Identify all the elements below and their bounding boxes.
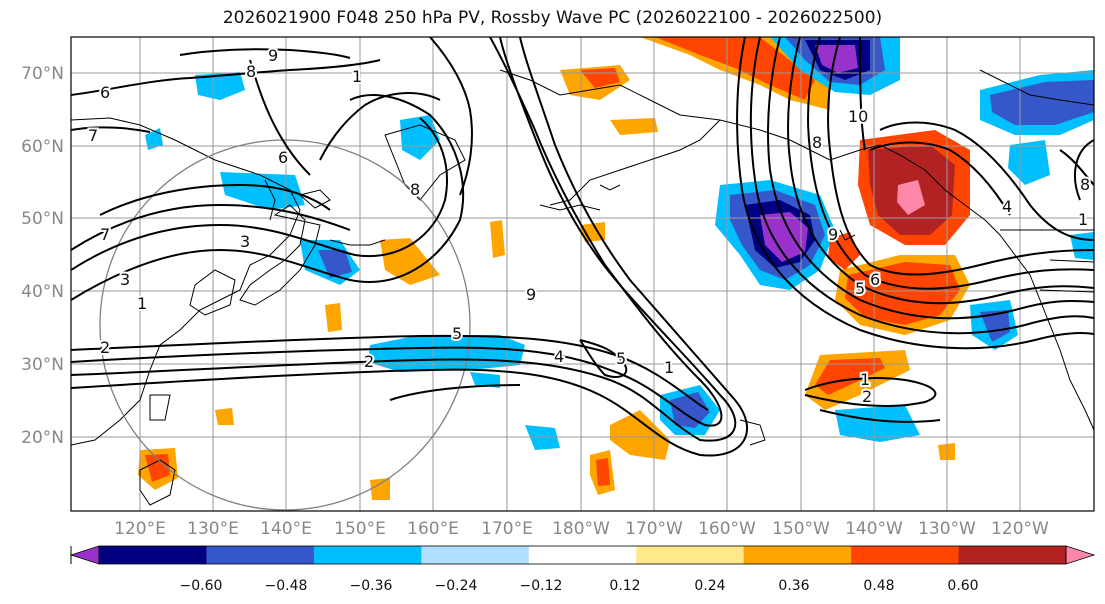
lon-label: 180°W xyxy=(552,519,610,539)
contour-label: 3 xyxy=(120,270,130,289)
contour-label: 2 xyxy=(100,338,110,357)
contour-label: 4 xyxy=(1002,197,1012,216)
colorbar-ticks: −0.60 −0.48 −0.36 −0.24 −0.12 0.12 0.24 … xyxy=(180,578,979,594)
colorbar-segment xyxy=(528,546,637,564)
lon-label: 150°E xyxy=(334,519,386,539)
lon-label: 130°W xyxy=(918,519,976,539)
colorbar-extension-low xyxy=(69,545,100,565)
colorbar-segment xyxy=(743,546,852,564)
colorbar-tick-label: −0.36 xyxy=(350,578,393,594)
colorbar-segment xyxy=(958,546,1067,564)
colorbar-segment xyxy=(421,546,530,564)
colorbar-segment xyxy=(206,546,315,564)
map-content xyxy=(71,37,1094,511)
colorbar-tick-label: 0.36 xyxy=(778,578,809,594)
contour-label: 6 xyxy=(278,148,288,167)
contour-label: 7 xyxy=(88,126,98,145)
contour-label: 1 xyxy=(1078,210,1088,229)
colorbar-tick-label: −0.48 xyxy=(265,578,308,594)
lon-label: 150°W xyxy=(772,519,830,539)
contour-label: 9 xyxy=(268,46,278,65)
latitude-labels: 70°N 60°N 50°N 40°N 30°N 20°N xyxy=(21,64,64,448)
contour-label: 10 xyxy=(848,107,868,126)
contour-label: 3 xyxy=(240,232,250,251)
colorbar-tick-label: 0.24 xyxy=(694,578,725,594)
lon-label: 120°E xyxy=(114,519,166,539)
colorbar-tick-label: 0.48 xyxy=(863,578,894,594)
coastlines xyxy=(71,69,1094,506)
lat-label: 30°N xyxy=(21,355,64,375)
colorbar-tick-label: 0.60 xyxy=(947,578,978,594)
colorbar-tick-label: −0.12 xyxy=(520,578,563,594)
contour-labels: 9 8 6 7 1 6 8 7 3 3 1 2 2 5 4 5 1 9 10 8… xyxy=(86,44,1092,408)
contour-label: 2 xyxy=(364,352,374,371)
colorbar-segment xyxy=(313,546,422,564)
contour-label: 5 xyxy=(452,324,462,343)
lon-label: 160°E xyxy=(407,519,459,539)
longitude-labels: 120°E 130°E 140°E 150°E 160°E 170°E 180°… xyxy=(114,519,1049,539)
contour-label: 8 xyxy=(246,62,256,81)
map-title: 2026021900 F048 250 hPa PV, Rossby Wave … xyxy=(222,8,883,28)
contour-label: 8 xyxy=(410,180,420,199)
lat-label: 50°N xyxy=(21,209,64,229)
colorbar-segment xyxy=(99,546,207,564)
contour-label: 8 xyxy=(812,133,822,152)
pv-contours xyxy=(71,37,1094,457)
colorbar-extension-high xyxy=(1065,545,1096,565)
lon-label: 120°W xyxy=(991,519,1049,539)
contour-label: 4 xyxy=(554,347,564,366)
lat-label: 20°N xyxy=(21,428,64,448)
lon-label: 140°W xyxy=(845,519,903,539)
colorbar-segments xyxy=(69,545,1096,565)
lon-label: 130°E xyxy=(187,519,239,539)
map-border xyxy=(70,36,1095,512)
colorbar-tick-label: −0.24 xyxy=(435,578,478,594)
contour-label: 7 xyxy=(100,225,110,244)
lon-label: 170°E xyxy=(481,519,533,539)
lon-label: 170°W xyxy=(625,519,683,539)
contour-label: 9 xyxy=(526,285,536,304)
contour-label: 8 xyxy=(1080,175,1090,194)
lat-label: 60°N xyxy=(21,137,64,157)
contour-label: 1 xyxy=(664,358,674,377)
lat-label: 40°N xyxy=(21,282,64,302)
colorbar: −0.60 −0.48 −0.36 −0.24 −0.12 0.12 0.24 … xyxy=(69,545,1096,594)
lon-label: 140°E xyxy=(260,519,312,539)
contour-label: 1 xyxy=(352,67,362,86)
colorbar-segment xyxy=(636,546,745,564)
contour-label: 9 xyxy=(828,225,838,244)
colorbar-tick-label: −0.60 xyxy=(180,578,223,594)
radius-circle xyxy=(99,139,471,511)
contour-label: 5 xyxy=(616,349,626,368)
contour-label: 6 xyxy=(100,83,110,102)
contour-label: 1 xyxy=(860,370,870,389)
colorbar-segment xyxy=(851,546,960,564)
colorbar-outline xyxy=(98,545,1067,565)
colorbar-tick-label: 0.12 xyxy=(609,578,640,594)
lat-label: 70°N xyxy=(21,64,64,84)
contour-label: 5 xyxy=(855,279,865,298)
contour-label: 2 xyxy=(862,387,872,406)
contour-label: 1 xyxy=(137,294,147,313)
lon-label: 160°W xyxy=(698,519,756,539)
contour-label: 6 xyxy=(870,270,880,289)
